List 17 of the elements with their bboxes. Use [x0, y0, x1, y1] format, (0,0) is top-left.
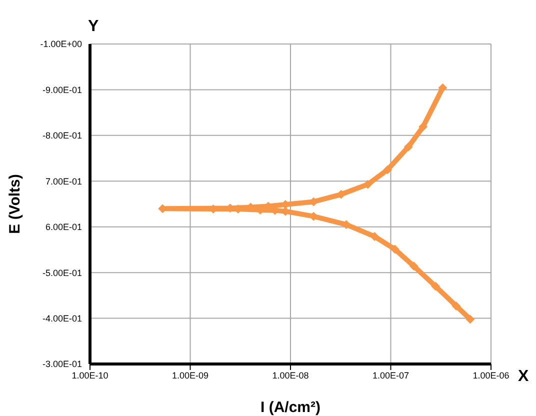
y-tick-label: -3.00E-01	[42, 359, 82, 370]
y-tick-label: -8.00E-01	[42, 130, 82, 141]
text: Y	[88, 18, 99, 36]
x-tick-label: 1.00E-10	[72, 370, 108, 380]
y-axis-title: E (Volts)	[6, 174, 24, 234]
y-tick-label: -5.00E-01	[42, 268, 82, 278]
y-tick-label: -9.00E-01	[42, 84, 82, 95]
x-axis-title: I (A/cm²)	[260, 399, 321, 416]
y-tick-label: 7.00E-01	[45, 176, 82, 186]
y-tick-label: -1.00E+00	[40, 39, 82, 50]
x-tick-label: 1.00E-08	[272, 370, 309, 380]
y-tick-label: 6.00E-01	[45, 222, 82, 232]
y-tick-label: -4.00E-01	[42, 313, 82, 324]
text: X	[518, 368, 529, 386]
x-tick-label: 1.00E-06	[472, 370, 510, 380]
x-tick-label: 1.00E-09	[172, 370, 209, 380]
x-tick-label: 1.00E-07	[372, 370, 410, 380]
